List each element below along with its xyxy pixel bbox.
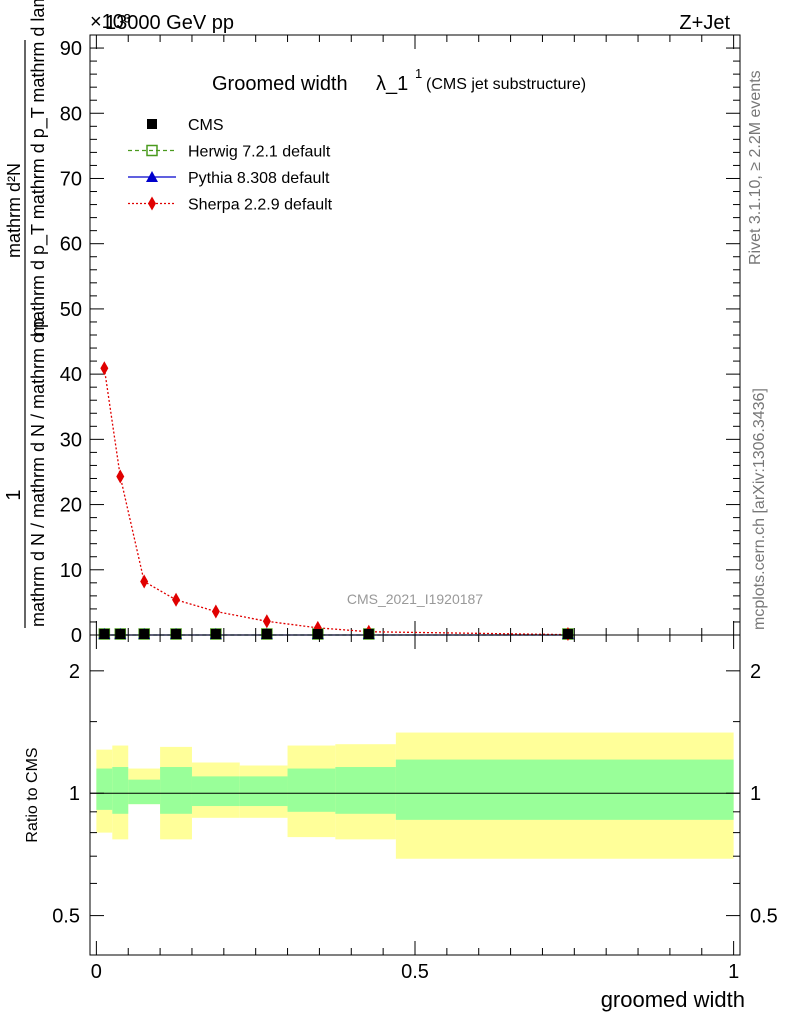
cms-data-point bbox=[99, 629, 110, 639]
ratio-inner-band bbox=[160, 767, 192, 814]
legend-label: Sherpa 2.2.9 default bbox=[188, 197, 333, 214]
cms-data-point bbox=[171, 629, 182, 639]
ratio-y-tick-label-right: 2 bbox=[750, 661, 761, 683]
main-y-tick-label: 40 bbox=[60, 364, 82, 386]
ratio-y-tick-label: 1 bbox=[69, 783, 80, 805]
legend-entry: Sherpa 2.2.9 default bbox=[128, 196, 333, 214]
cms-data-point bbox=[139, 629, 150, 639]
ratio-y-label: Ratio to CMS bbox=[24, 747, 41, 842]
ratio-y-tick-label: 0.5 bbox=[52, 906, 80, 928]
main-y-tick-label: 60 bbox=[60, 234, 82, 256]
y-label-numerator: mathrm d²N bbox=[4, 163, 24, 258]
sherpa-point bbox=[211, 604, 220, 619]
ratio-y-tick-label: 2 bbox=[69, 661, 80, 683]
y-label-numerator-one: 1 bbox=[3, 489, 25, 500]
ratio-inner-band bbox=[239, 776, 288, 807]
cms-data-point bbox=[363, 629, 374, 639]
ratio-panel: 0.5 0.51 12 2 0 0.5 1 bbox=[52, 634, 778, 983]
y-label-denominator-left: mathrm d N / mathrm d N / mathrm d p bbox=[28, 318, 48, 627]
y-label-denominator: mathrm d p_T mathrm d p_T mathrm d lambd… bbox=[28, 0, 49, 336]
main-series bbox=[98, 361, 574, 641]
legend-entry: Herwig 7.2.1 default bbox=[128, 144, 331, 161]
header-process: Z+Jet bbox=[679, 12, 730, 34]
main-panel: 0 10 20 30 40 50 60 70 80 90 bbox=[60, 34, 741, 647]
sherpa-point bbox=[140, 574, 149, 589]
analysis-watermark: CMS_2021_I1920187 bbox=[347, 591, 483, 607]
rivet-label: Rivet 3.1.10, ≥ 2.2M events bbox=[747, 70, 764, 265]
ratio-y-tick-label-right: 0.5 bbox=[750, 906, 778, 928]
ratio-inner-band bbox=[395, 759, 734, 820]
cms-data-point bbox=[261, 629, 272, 639]
sherpa-point bbox=[116, 469, 125, 484]
ratio-y-axis: 0.5 0.5 1 1 2 2 bbox=[52, 661, 778, 928]
ratio-bands bbox=[96, 732, 734, 859]
legend-entry: CMS bbox=[147, 117, 224, 134]
main-y-tick-label: 90 bbox=[60, 38, 82, 60]
sherpa-point bbox=[148, 196, 156, 211]
ratio-x-tick-label: 0 bbox=[91, 961, 102, 983]
main-y-axis: 0 10 20 30 40 50 60 70 80 90 bbox=[60, 34, 740, 647]
pythia-point bbox=[146, 171, 158, 182]
legend-entry: Pythia 8.308 default bbox=[128, 170, 330, 187]
main-y-tick-label: 70 bbox=[60, 168, 82, 190]
legend-label: Pythia 8.308 default bbox=[188, 170, 330, 187]
mcplots-label: mcplots.cern.ch [arXiv:1306.3436] bbox=[751, 388, 768, 630]
x-axis-label: groomed width bbox=[601, 987, 745, 1012]
ratio-inner-band bbox=[96, 768, 113, 810]
main-title: Groomed width λ_1 1 (CMS jet substructur… bbox=[212, 66, 586, 95]
sherpa-point bbox=[262, 614, 271, 629]
cms-data-point bbox=[562, 629, 573, 639]
ratio-inner-band bbox=[112, 767, 129, 814]
main-x-ticks bbox=[95, 35, 735, 635]
cms-data-point bbox=[147, 119, 157, 129]
header-exponent: ×10³ bbox=[90, 11, 131, 33]
ratio-x-tick-label: 1 bbox=[728, 961, 739, 983]
sherpa-point bbox=[172, 592, 181, 607]
ratio-inner-band bbox=[335, 767, 396, 814]
legend-label: CMS bbox=[188, 117, 224, 134]
cms-data-point bbox=[312, 629, 323, 639]
cms-data-point bbox=[210, 629, 221, 639]
title-math: λ_1 bbox=[376, 73, 408, 95]
ratio-inner-band bbox=[191, 776, 240, 807]
title-note: (CMS jet substructure) bbox=[426, 76, 586, 93]
main-y-tick-label: 80 bbox=[60, 103, 82, 125]
legend: CMS Herwig 7.2.1 default Pythia 8.308 defa… bbox=[128, 117, 333, 214]
main-y-tick-label: 20 bbox=[60, 495, 82, 517]
ratio-inner-band bbox=[287, 768, 336, 812]
ratio-x-axis: 0 0.5 1 bbox=[91, 635, 739, 983]
title-text: Groomed width bbox=[212, 73, 348, 95]
main-y-tick-label: 0 bbox=[71, 625, 82, 647]
cms-data-point bbox=[115, 629, 126, 639]
main-y-label: 1 mathrm d N / mathrm d N / mathrm d p m… bbox=[3, 0, 49, 628]
herwig-point bbox=[146, 144, 158, 157]
ratio-inner-band bbox=[128, 779, 161, 805]
header-energy: 13000 GeV pp bbox=[105, 12, 234, 34]
main-y-tick-label: 50 bbox=[60, 299, 82, 321]
main-y-tick-label: 10 bbox=[60, 560, 82, 582]
series-line bbox=[103, 368, 568, 636]
sherpa-point bbox=[100, 361, 109, 376]
ratio-x-tick-label: 0.5 bbox=[401, 961, 429, 983]
ratio-y-tick-label-right: 1 bbox=[750, 783, 761, 805]
title-sup: 1 bbox=[415, 66, 422, 81]
legend-label: Herwig 7.2.1 default bbox=[188, 144, 331, 161]
main-y-tick-label: 30 bbox=[60, 429, 82, 451]
